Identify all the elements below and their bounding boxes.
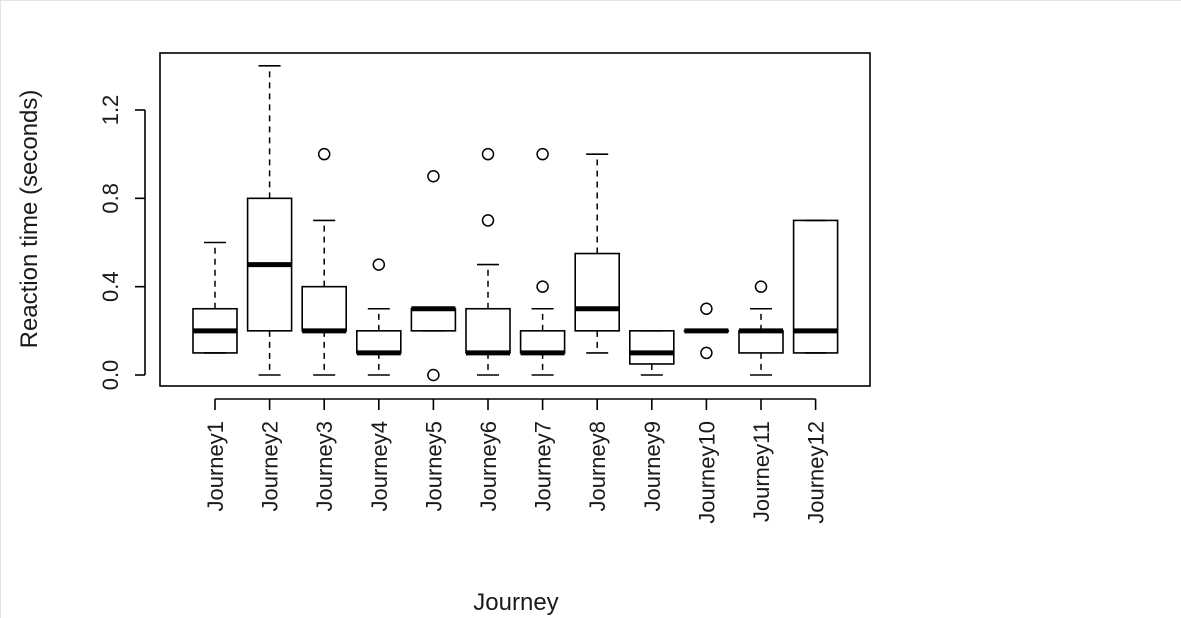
outlier-point	[481, 214, 495, 227]
box-journey3	[301, 147, 348, 376]
x-tick-label: Journey11	[749, 421, 774, 522]
outlier-point	[317, 147, 331, 161]
plot-area-border	[159, 52, 871, 387]
x-axis: Journey1 Journey2 Journey3 Journey4 Journey5…	[203, 398, 829, 524]
outlier-point	[536, 147, 549, 161]
y-tick-label: 0.8	[98, 183, 123, 214]
x-tick-label: Journey4	[367, 421, 392, 512]
outlier-point	[481, 147, 495, 161]
outlier-point	[536, 280, 549, 293]
box-journey4	[355, 258, 402, 376]
box-journey5	[410, 170, 457, 382]
outlier-point	[427, 170, 440, 183]
box-journey1	[192, 241, 238, 354]
x-tick-label: Journey12	[804, 421, 829, 524]
x-tick-label: Journey5	[421, 421, 446, 512]
outlier-point	[700, 302, 713, 315]
box-journey6	[465, 147, 511, 376]
y-axis-title: Reaction time (seconds)	[16, 90, 43, 349]
x-axis-title: Journey	[473, 589, 558, 616]
box-journey7	[519, 147, 566, 376]
box-journey9	[628, 330, 675, 376]
box-journey10	[683, 302, 730, 360]
outlier-point	[700, 346, 713, 360]
outlier-point	[427, 368, 440, 382]
box-journey2	[246, 65, 293, 376]
iqr-box	[792, 219, 839, 354]
x-tick-label: Journey8	[585, 421, 610, 512]
x-tick-label: Journey7	[531, 421, 556, 512]
box-journey8	[574, 153, 621, 354]
x-tick-label: Journey10	[694, 421, 719, 524]
x-tick-label: Journey9	[640, 421, 665, 512]
x-tick-label: Journey3	[312, 421, 337, 512]
y-tick-label: 0.0	[98, 360, 123, 391]
outlier-point	[754, 280, 768, 293]
y-tick-label: 0.4	[98, 271, 123, 302]
x-tick-label: Journey1	[203, 421, 228, 512]
iqr-box	[410, 307, 457, 332]
x-tick-label: Journey2	[258, 421, 283, 512]
iqr-box	[465, 307, 511, 354]
iqr-box	[355, 330, 402, 354]
box-journey11	[738, 280, 784, 376]
iqr-box	[738, 330, 784, 354]
x-tick-label: Journey6	[476, 421, 501, 512]
box-journey12	[792, 219, 839, 354]
iqr-box	[519, 330, 566, 354]
iqr-box	[628, 330, 675, 365]
y-axis: 0.0 0.4 0.8 1.2	[98, 95, 146, 391]
y-tick-label: 1.2	[98, 95, 123, 126]
iqr-box	[574, 252, 621, 332]
boxes-layer	[192, 65, 839, 382]
iqr-box	[301, 285, 348, 332]
outlier-point	[372, 258, 386, 271]
